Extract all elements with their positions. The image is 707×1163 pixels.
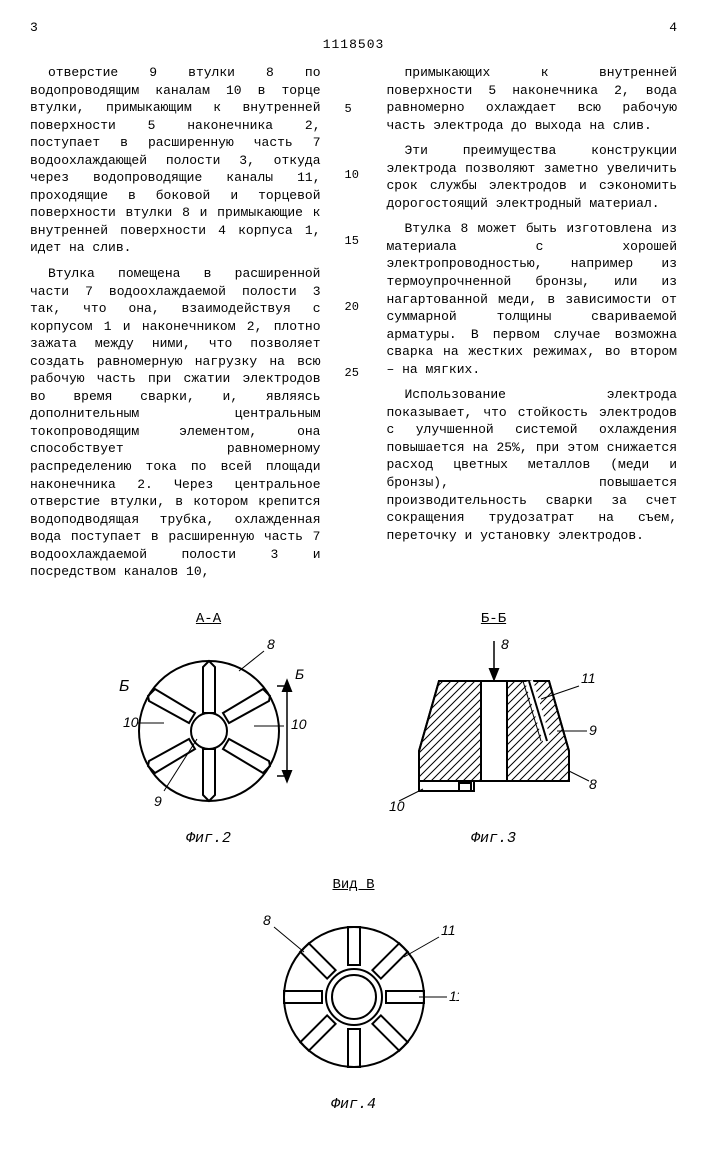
label-8b: 8 [589, 776, 597, 792]
figure-4-svg: 8 11 11 [249, 897, 459, 1087]
paragraph: отверстие 9 втулки 8 по водопроводящим к… [30, 64, 321, 257]
paragraph: примыкающих к внутренней поверхности 5 н… [387, 64, 678, 134]
text-columns: отверстие 9 втулки 8 по водопроводящим к… [30, 64, 677, 589]
figure-2-title: А-А [109, 611, 309, 627]
figure-4-title: Вид В [249, 877, 459, 893]
svg-text:Б: Б [295, 666, 304, 682]
page: 3 4 1118503 отверстие 9 втулки 8 по водо… [0, 0, 707, 1163]
page-num-right: 4 [669, 20, 677, 35]
figure-3: Б-Б [389, 611, 599, 847]
page-numbers-row: 3 4 [30, 20, 677, 35]
page-num-left: 3 [30, 20, 38, 35]
line-num: 15 [345, 234, 363, 248]
label-8: 8 [263, 912, 271, 928]
left-column: отверстие 9 втулки 8 по водопроводящим к… [30, 64, 321, 589]
line-num: 10 [345, 168, 363, 182]
figure-row-top: А-А [30, 611, 677, 847]
figure-3-caption: Фиг.3 [389, 830, 599, 847]
label-b: Б [119, 678, 129, 695]
label-9: 9 [154, 793, 162, 809]
document-number: 1118503 [30, 37, 677, 52]
label-9: 9 [589, 722, 597, 738]
figure-2: А-А [109, 611, 309, 847]
label-11b: 11 [449, 988, 459, 1004]
line-num: 5 [345, 102, 363, 116]
label-8: 8 [267, 636, 275, 652]
line-num: 25 [345, 366, 363, 380]
paragraph: Эти преимущества конструкции электрода п… [387, 142, 678, 212]
figure-row-bottom: Вид В [30, 877, 677, 1113]
label-8: 8 [501, 636, 509, 652]
paragraph: Использование электрода показывает, что … [387, 386, 678, 544]
label-10: 10 [389, 798, 405, 814]
paragraph: Втулка помещена в расширенной части 7 во… [30, 265, 321, 581]
right-column: примыкающих к внутренней поверхности 5 н… [387, 64, 678, 589]
figure-4-caption: Фиг.4 [249, 1096, 459, 1113]
line-num: 20 [345, 300, 363, 314]
paragraph: Втулка 8 может быть изготовлена из матер… [387, 220, 678, 378]
label-11: 11 [581, 670, 596, 686]
label-11a: 11 [441, 922, 456, 938]
label-10l: 10 [123, 714, 139, 730]
figure-2-svg: Б 8 10 10 9 Б [109, 631, 309, 821]
label-10r: 10 [291, 716, 307, 732]
figures-area: А-А [30, 611, 677, 1113]
figure-4: Вид В [249, 877, 459, 1113]
line-numbers: 5 10 15 20 25 [345, 64, 363, 589]
figure-2-caption: Фиг.2 [109, 830, 309, 847]
figure-3-svg: 8 11 9 8 10 [389, 631, 599, 821]
figure-3-title: Б-Б [389, 611, 599, 627]
